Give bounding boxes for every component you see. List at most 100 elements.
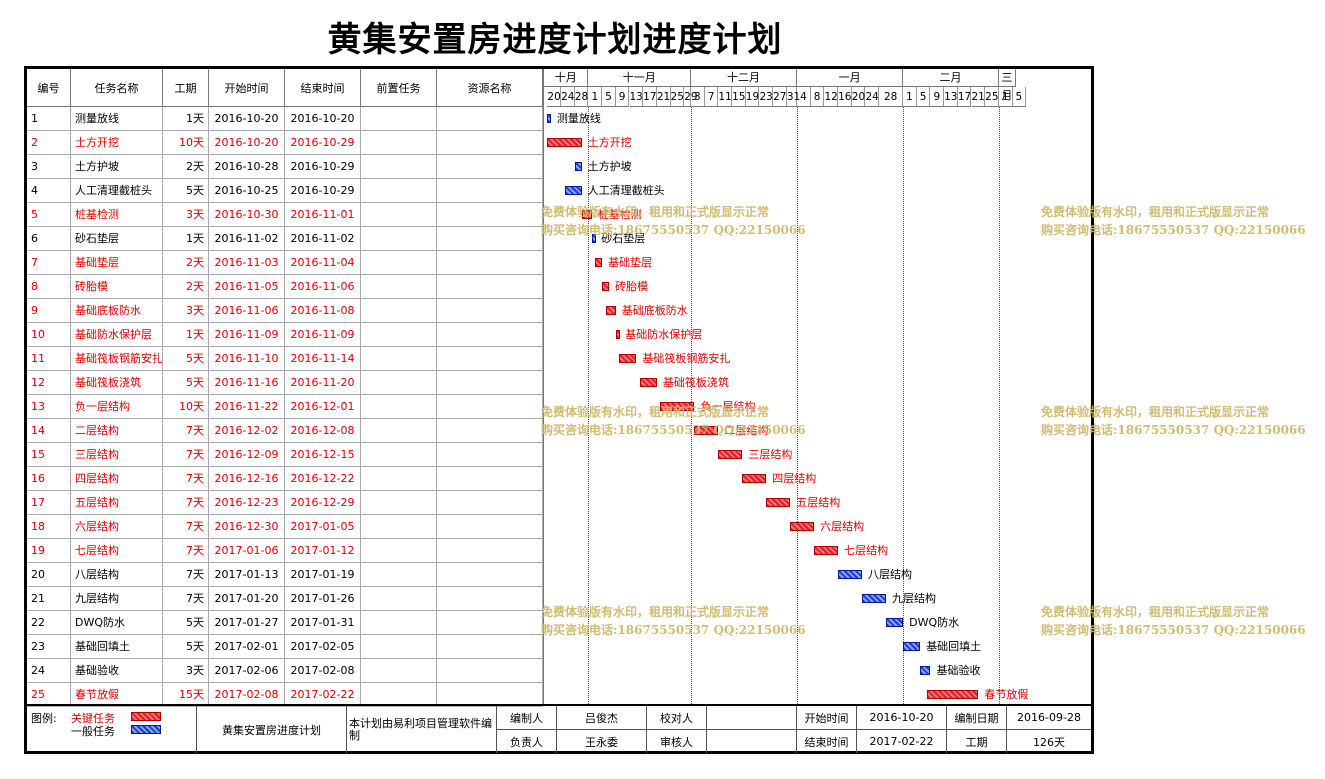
task-name: DWQ防水 bbox=[71, 611, 163, 634]
task-res bbox=[437, 491, 543, 514]
task-bar[interactable] bbox=[591, 234, 596, 243]
task-bar[interactable] bbox=[547, 138, 582, 147]
timeline-day: 5 bbox=[916, 87, 931, 107]
task-bar[interactable] bbox=[602, 282, 609, 291]
task-end: 2016-10-29 bbox=[285, 131, 361, 154]
task-id: 13 bbox=[27, 395, 71, 418]
task-bar[interactable] bbox=[564, 186, 582, 195]
task-pred bbox=[361, 659, 437, 682]
table-row[interactable]: 8 砖胎模 2天 2016-11-05 2016-11-06 bbox=[27, 275, 543, 299]
table-row[interactable]: 25 春节放假 15天 2017-02-08 2017-02-22 bbox=[27, 683, 543, 707]
task-bar-label: 基础回填土 bbox=[926, 640, 982, 653]
table-row[interactable]: 23 基础回填土 5天 2017-02-01 2017-02-05 bbox=[27, 635, 543, 659]
table-row[interactable]: 16 四层结构 7天 2016-12-16 2016-12-22 bbox=[27, 467, 543, 491]
task-bar-label: 二层结构 bbox=[724, 424, 769, 437]
task-bar-label: 测量放线 bbox=[556, 112, 601, 125]
table-row[interactable]: 12 基础筏板浇筑 5天 2016-11-16 2016-11-20 bbox=[27, 371, 543, 395]
task-bar[interactable] bbox=[615, 330, 620, 339]
task-bar[interactable] bbox=[920, 666, 931, 675]
timeline-month: 一月 bbox=[797, 69, 904, 87]
task-bar[interactable] bbox=[605, 306, 616, 315]
task-bar[interactable] bbox=[619, 354, 637, 363]
task-name: 砖胎模 bbox=[71, 275, 163, 298]
task-bar[interactable] bbox=[639, 378, 657, 387]
end-value: 2017-02-22 bbox=[857, 730, 947, 753]
col-header-id[interactable]: 编号 bbox=[27, 69, 71, 107]
task-end: 2016-12-08 bbox=[285, 419, 361, 442]
task-bar[interactable] bbox=[694, 426, 719, 435]
table-row[interactable]: 5 桩基检测 3天 2016-10-30 2016-11-01 bbox=[27, 203, 543, 227]
task-bar[interactable] bbox=[574, 162, 582, 171]
task-bar[interactable] bbox=[595, 258, 603, 267]
task-end: 2017-01-26 bbox=[285, 587, 361, 610]
table-row[interactable]: 21 九层结构 7天 2017-01-20 2017-01-26 bbox=[27, 587, 543, 611]
col-header-duration[interactable]: 工期 bbox=[163, 69, 209, 107]
task-res bbox=[437, 515, 543, 538]
task-bar[interactable] bbox=[838, 570, 863, 579]
table-row[interactable]: 4 人工清理截桩头 5天 2016-10-25 2016-10-29 bbox=[27, 179, 543, 203]
checker-value bbox=[707, 706, 797, 730]
task-bar[interactable] bbox=[903, 642, 921, 651]
task-bar[interactable] bbox=[790, 522, 815, 531]
task-name: 基础底板防水 bbox=[71, 299, 163, 322]
table-row[interactable]: 13 负一层结构 10天 2016-11-22 2016-12-01 bbox=[27, 395, 543, 419]
table-row[interactable]: 24 基础验收 3天 2017-02-06 2017-02-08 bbox=[27, 659, 543, 683]
task-bar[interactable] bbox=[718, 450, 743, 459]
task-bar[interactable] bbox=[547, 114, 552, 123]
task-name: 人工清理截桩头 bbox=[71, 179, 163, 202]
task-bar[interactable] bbox=[862, 594, 886, 603]
table-row[interactable]: 22 DWQ防水 5天 2017-01-27 2017-01-31 bbox=[27, 611, 543, 635]
task-pred bbox=[361, 179, 437, 202]
task-bar-label: 基础验收 bbox=[936, 664, 981, 677]
task-start: 2017-01-06 bbox=[209, 539, 285, 562]
col-header-res[interactable]: 资源名称 bbox=[437, 69, 543, 107]
table-row[interactable]: 20 八层结构 7天 2017-01-13 2017-01-19 bbox=[27, 563, 543, 587]
task-end: 2016-11-06 bbox=[285, 275, 361, 298]
table-row[interactable]: 9 基础底板防水 3天 2016-11-06 2016-11-08 bbox=[27, 299, 543, 323]
task-bar[interactable] bbox=[742, 474, 767, 483]
table-row[interactable]: 6 砂石垫层 1天 2016-11-02 2016-11-02 bbox=[27, 227, 543, 251]
task-start: 2016-10-30 bbox=[209, 203, 285, 226]
task-name: 土方开挖 bbox=[71, 131, 163, 154]
task-pred bbox=[361, 323, 437, 346]
task-bar[interactable] bbox=[814, 546, 839, 555]
task-duration: 3天 bbox=[163, 203, 209, 226]
table-row[interactable]: 11 基础筏板钢筋安扎 5天 2016-11-10 2016-11-14 bbox=[27, 347, 543, 371]
table-row[interactable]: 15 三层结构 7天 2016-12-09 2016-12-15 bbox=[27, 443, 543, 467]
table-row[interactable]: 3 土方护坡 2天 2016-10-28 2016-10-29 bbox=[27, 155, 543, 179]
table-row[interactable]: 17 五层结构 7天 2016-12-23 2016-12-29 bbox=[27, 491, 543, 515]
task-res bbox=[437, 395, 543, 418]
table-row[interactable]: 14 二层结构 7天 2016-12-02 2016-12-08 bbox=[27, 419, 543, 443]
task-id: 6 bbox=[27, 227, 71, 250]
task-res bbox=[437, 611, 543, 634]
task-bar-label: 八层结构 bbox=[868, 568, 913, 581]
editor-label: 编制人 bbox=[497, 706, 557, 730]
table-row[interactable]: 19 七层结构 7天 2017-01-06 2017-01-12 bbox=[27, 539, 543, 563]
task-name: 九层结构 bbox=[71, 587, 163, 610]
task-bar[interactable] bbox=[660, 402, 695, 411]
col-header-name[interactable]: 任务名称 bbox=[71, 69, 163, 107]
task-bar[interactable] bbox=[927, 690, 979, 699]
task-start: 2016-12-16 bbox=[209, 467, 285, 490]
task-pred bbox=[361, 443, 437, 466]
month-divider bbox=[998, 107, 1000, 704]
timeline-day: 17 bbox=[643, 87, 657, 107]
task-pred bbox=[361, 107, 437, 130]
task-end: 2016-11-09 bbox=[285, 323, 361, 346]
task-bar[interactable] bbox=[766, 498, 791, 507]
task-end: 2017-02-08 bbox=[285, 659, 361, 682]
table-row[interactable]: 1 测量放线 1天 2016-10-20 2016-10-20 bbox=[27, 107, 543, 131]
task-bar[interactable] bbox=[886, 618, 904, 627]
table-row[interactable]: 2 土方开挖 10天 2016-10-20 2016-10-29 bbox=[27, 131, 543, 155]
date-value: 2016-09-28 bbox=[1007, 706, 1091, 730]
task-start: 2016-11-16 bbox=[209, 371, 285, 394]
table-row[interactable]: 10 基础防水保护层 1天 2016-11-09 2016-11-09 bbox=[27, 323, 543, 347]
col-header-end[interactable]: 结束时间 bbox=[285, 69, 361, 107]
task-end: 2016-12-22 bbox=[285, 467, 361, 490]
col-header-start[interactable]: 开始时间 bbox=[209, 69, 285, 107]
watermark-text: 免费体验版有水印，租用和正式版显示正常 购买咨询电话:18675550537 QQ… bbox=[1041, 605, 1306, 637]
table-row[interactable]: 18 六层结构 7天 2016-12-30 2017-01-05 bbox=[27, 515, 543, 539]
col-header-pred[interactable]: 前置任务 bbox=[361, 69, 437, 107]
task-bar[interactable] bbox=[581, 210, 592, 219]
table-row[interactable]: 7 基础垫层 2天 2016-11-03 2016-11-04 bbox=[27, 251, 543, 275]
